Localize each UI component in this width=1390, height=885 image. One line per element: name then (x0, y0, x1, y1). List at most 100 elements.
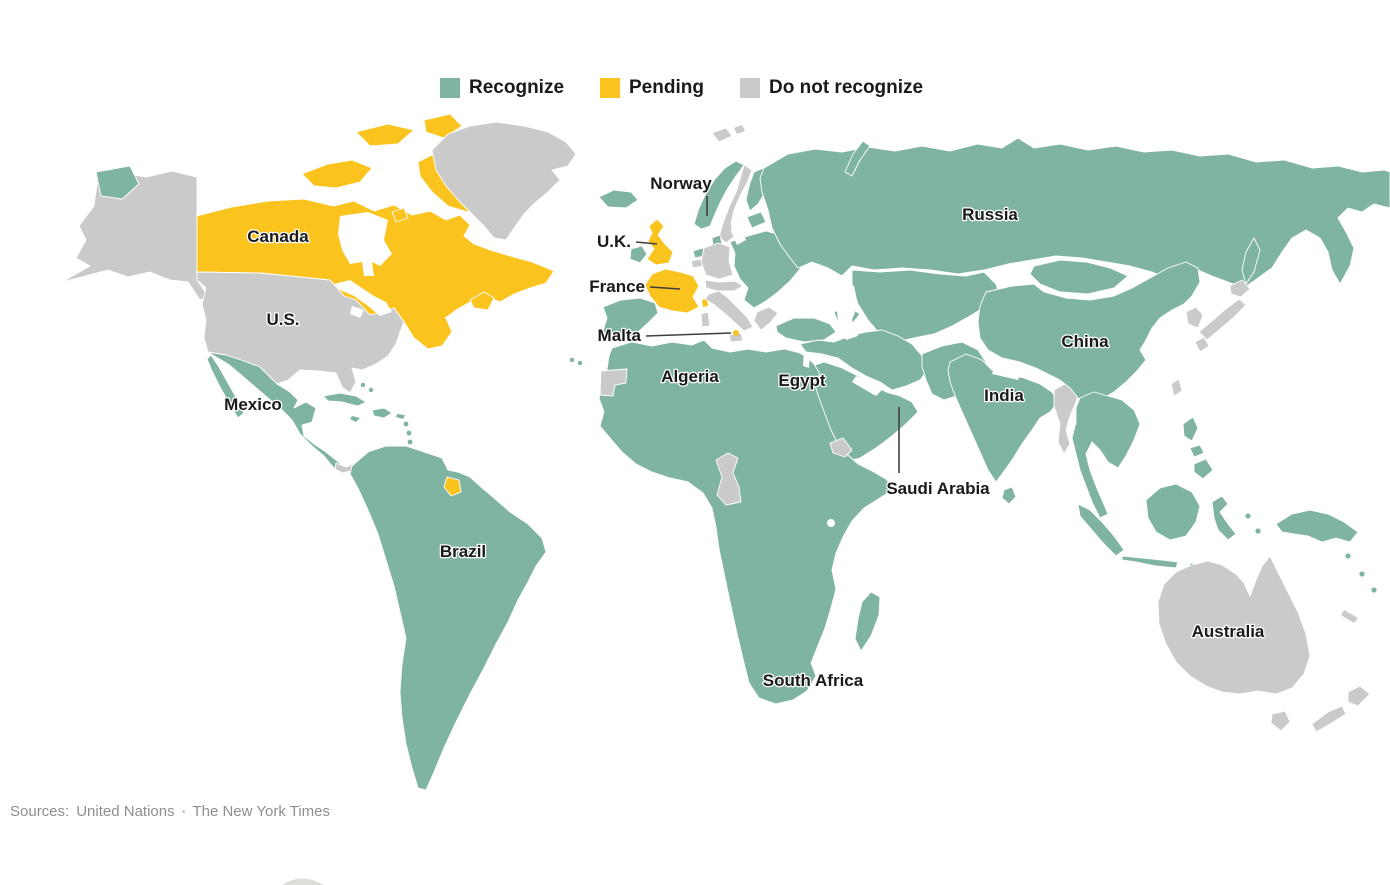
label-china: China (1061, 332, 1109, 351)
israel-gap (803, 352, 810, 368)
region-italy (704, 290, 754, 332)
hudson-bay (338, 212, 392, 276)
region-pacific-3 (1371, 587, 1377, 593)
region-cameroon (715, 452, 742, 506)
region-africa (598, 339, 895, 705)
label-algeria: Algeria (661, 367, 719, 386)
nepal-gap (992, 368, 1020, 380)
legend-swatch-do-not-recognize (740, 78, 760, 98)
region-baja-california (206, 354, 245, 419)
region-germany (700, 242, 734, 280)
leader-uk (635, 241, 658, 245)
label-south-africa: South Africa (763, 671, 864, 690)
region-bahamas-2 (368, 387, 374, 393)
region-hispaniola (371, 407, 393, 419)
region-bahamas-1 (360, 382, 366, 388)
sources-line: Sources: United Nations • The New York T… (10, 803, 330, 820)
region-japan-hokkaido (1229, 279, 1251, 298)
source-separator-dot: • (181, 805, 186, 818)
region-canada-ellesmere (355, 123, 415, 147)
region-alaska (61, 170, 209, 301)
persian-gulf (852, 376, 882, 396)
region-sakhalin (1241, 237, 1261, 285)
legend-swatch-recognize (440, 78, 460, 98)
region-sumatra (1077, 503, 1125, 557)
antarctica-sliver (282, 878, 324, 885)
legend-item-recognize: Recognize (440, 77, 564, 99)
region-philippines-luzon (1182, 416, 1199, 442)
legend-label-do-not-recognize: Do not recognize (769, 77, 924, 98)
legend-item-do-not-recognize: Do not recognize (740, 77, 923, 99)
label-brazil: Brazil (440, 542, 486, 561)
black-sea (788, 294, 830, 314)
region-new-guinea (1275, 509, 1359, 543)
region-malta (733, 330, 739, 336)
source-new-york-times: The New York Times (192, 803, 331, 820)
region-sardinia (700, 311, 711, 328)
region-ireland (629, 245, 648, 264)
region-canada-newfoundland (469, 291, 495, 311)
region-mexico (207, 351, 343, 469)
region-south-korea (1185, 306, 1204, 329)
region-russia (759, 137, 1390, 295)
region-pacific-1 (1345, 553, 1351, 559)
label-egypt: Egypt (778, 371, 826, 390)
region-baltics (746, 211, 767, 229)
region-taiwan (1170, 378, 1183, 397)
region-madagascar (854, 591, 881, 652)
region-moluccas-1 (1245, 513, 1251, 519)
region-central-asia (851, 269, 1001, 343)
region-western-sahara (599, 368, 628, 397)
region-japan-kyushu (1194, 336, 1210, 353)
region-borneo (1145, 483, 1201, 541)
region-antilles-1 (403, 421, 409, 427)
label-malta: Malta (598, 326, 642, 345)
region-canada-southampton (391, 207, 409, 223)
region-canary-1 (569, 357, 575, 363)
region-south-america (349, 445, 547, 791)
lake-victoria (827, 519, 835, 527)
region-france (644, 268, 700, 314)
leader-france (649, 286, 681, 290)
region-china (977, 261, 1201, 405)
region-greece (753, 306, 779, 331)
region-chukotka (95, 165, 140, 200)
region-novaya-zemlya (844, 140, 871, 177)
region-alps (704, 279, 744, 292)
region-french-guiana (443, 476, 462, 497)
region-nz-south (1311, 705, 1347, 733)
sources-label: Sources: (10, 803, 70, 820)
region-canary-2 (577, 360, 583, 366)
region-svalbard-2 (734, 125, 745, 134)
region-antilles-2 (406, 430, 412, 436)
region-antilles-3 (407, 439, 413, 445)
label-france: France (589, 277, 645, 296)
label-australia: Australia (1192, 622, 1265, 641)
label-mexico: Mexico (224, 395, 282, 414)
lake-overlay (350, 306, 364, 318)
region-tasmania (1270, 710, 1291, 732)
leader-malta (645, 332, 732, 337)
region-mongolia (1029, 259, 1129, 295)
region-puerto-rico (396, 414, 405, 419)
region-new-caledonia (1341, 610, 1358, 623)
source-united-nations: United Nations (76, 803, 175, 820)
legend-label-recognize: Recognize (469, 77, 565, 98)
region-cuba (322, 392, 367, 407)
region-greenland (431, 121, 577, 241)
label-norway: Norway (650, 174, 712, 193)
region-sulawesi (1211, 495, 1237, 541)
gulf-st-lawrence (444, 306, 478, 324)
region-java (1121, 555, 1179, 569)
region-sri-lanka (1001, 486, 1017, 505)
label-saudi-arabia: Saudi Arabia (886, 479, 990, 498)
region-indochina (1071, 391, 1141, 519)
region-uk (646, 218, 674, 266)
region-nz-north (1347, 685, 1371, 707)
region-philippines-visayas (1189, 444, 1205, 458)
region-japan-honshu (1198, 298, 1247, 341)
region-turkey (775, 317, 837, 343)
label-us: U.S. (266, 310, 299, 329)
legend-label-pending: Pending (629, 77, 704, 98)
region-iberia (602, 297, 659, 343)
